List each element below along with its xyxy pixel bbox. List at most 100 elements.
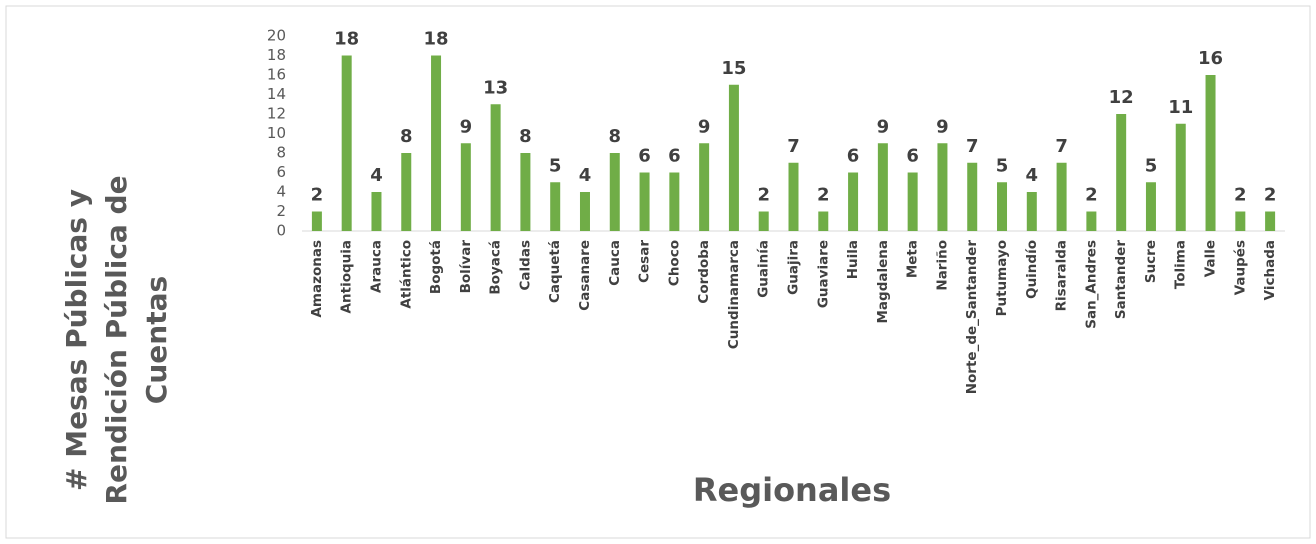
x-tick-label: Quindío: [1024, 240, 1040, 299]
x-tick-label: Bolívar: [458, 240, 474, 294]
data-label: 18: [424, 29, 449, 50]
bar: [579, 192, 590, 231]
bar: [639, 172, 650, 231]
x-tick-label: Caquetá: [547, 240, 563, 303]
bar: [1116, 114, 1127, 231]
x-tick-label: Guajira: [786, 240, 802, 295]
data-label: 6: [847, 146, 860, 167]
data-label: 9: [460, 116, 473, 137]
bar: [669, 172, 680, 231]
x-tick-label: Tolima: [1173, 240, 1189, 289]
data-label: 12: [1109, 87, 1134, 108]
x-tick-label: Nariño: [934, 240, 950, 291]
bar: [997, 182, 1008, 231]
y-tick-label: 12: [267, 105, 286, 123]
y-tick-label: 20: [267, 27, 286, 45]
data-label: 7: [1055, 136, 1068, 157]
y-tick-label: 14: [267, 85, 286, 103]
x-tick-label: Antioquia: [339, 240, 355, 313]
x-tick-label: Boyacá: [488, 240, 504, 295]
data-label: 4: [579, 165, 592, 186]
data-label: 6: [668, 146, 681, 167]
x-tick-label: Casanare: [577, 240, 593, 311]
data-label: 2: [311, 185, 324, 206]
data-label: 9: [698, 116, 711, 137]
bar: [520, 153, 531, 231]
data-label: 5: [1145, 155, 1158, 176]
x-tick-label: Sucre: [1143, 240, 1159, 283]
x-tick-label: Guainía: [756, 240, 772, 298]
data-label: 2: [1234, 185, 1247, 206]
bar: [609, 153, 620, 231]
bar: [1265, 211, 1276, 231]
x-tick-label: Meta: [905, 240, 921, 278]
bar: [460, 143, 471, 231]
data-label: 6: [638, 146, 651, 167]
data-label: 9: [936, 116, 949, 137]
bar: [1056, 162, 1067, 231]
x-tick-label: Guaviare: [815, 240, 831, 308]
bar: [1175, 123, 1186, 231]
x-tick-label: Huila: [845, 240, 861, 279]
x-tick-label: Choco: [666, 240, 682, 286]
data-label: 15: [721, 58, 746, 79]
data-label: 5: [549, 155, 562, 176]
bar: [699, 143, 710, 231]
data-label: 4: [370, 165, 383, 186]
x-tick-label: Atlántico: [398, 240, 414, 309]
x-tick-label: Caldas: [517, 240, 533, 290]
x-tick-label: Valle: [1203, 240, 1219, 277]
data-label: 2: [757, 185, 770, 206]
y-axis-title: # Mesas Públicas y: [60, 189, 93, 491]
bar: [1145, 182, 1156, 231]
chart-border: [5, 5, 1311, 539]
bar: [1235, 211, 1246, 231]
data-label: 8: [400, 126, 413, 147]
y-tick-label: 0: [276, 222, 286, 240]
y-tick-label: 6: [276, 163, 286, 181]
x-tick-label: Cauca: [607, 240, 623, 286]
bar: [1086, 211, 1097, 231]
x-axis-title: Regionales: [693, 471, 891, 509]
x-tick-label: Vaupés: [1232, 240, 1248, 295]
x-tick-label: Magdalena: [875, 240, 891, 324]
data-label: 16: [1198, 48, 1223, 69]
bar: [937, 143, 948, 231]
y-tick-label: 8: [276, 144, 286, 162]
bar: [431, 55, 442, 231]
x-tick-label: Amazonas: [309, 240, 325, 318]
y-tick-label: 16: [267, 66, 286, 84]
bar: [401, 153, 412, 231]
bar: [311, 211, 322, 231]
x-tick-label: San_Andres: [1083, 240, 1099, 329]
y-axis-title: Rendición Pública de: [100, 175, 133, 504]
data-label: 8: [609, 126, 622, 147]
bar: [967, 162, 978, 231]
y-tick-label: 10: [267, 124, 286, 142]
bar: [758, 211, 769, 231]
data-label: 13: [483, 77, 508, 98]
y-tick-label: 18: [267, 46, 286, 64]
bar: [1026, 192, 1037, 231]
bar: [341, 55, 352, 231]
x-tick-label: Bogotá: [428, 240, 444, 294]
data-label: 11: [1168, 97, 1193, 118]
bar: [848, 172, 859, 231]
bar: [371, 192, 382, 231]
data-label: 4: [1026, 165, 1039, 186]
x-tick-label: Arauca: [368, 240, 384, 293]
data-label: 8: [519, 126, 532, 147]
data-label: 5: [996, 155, 1009, 176]
bar: [728, 84, 739, 231]
bar: [818, 211, 829, 231]
bar: [1205, 75, 1216, 231]
data-label: 18: [334, 29, 359, 50]
x-tick-label: Risaralda: [1054, 240, 1070, 311]
bar: [550, 182, 561, 231]
data-label: 2: [1085, 185, 1098, 206]
x-tick-label: Norte_de_Santander: [964, 240, 980, 395]
data-label: 2: [817, 185, 830, 206]
x-tick-label: Vichada: [1262, 240, 1278, 300]
data-label: 6: [906, 146, 919, 167]
